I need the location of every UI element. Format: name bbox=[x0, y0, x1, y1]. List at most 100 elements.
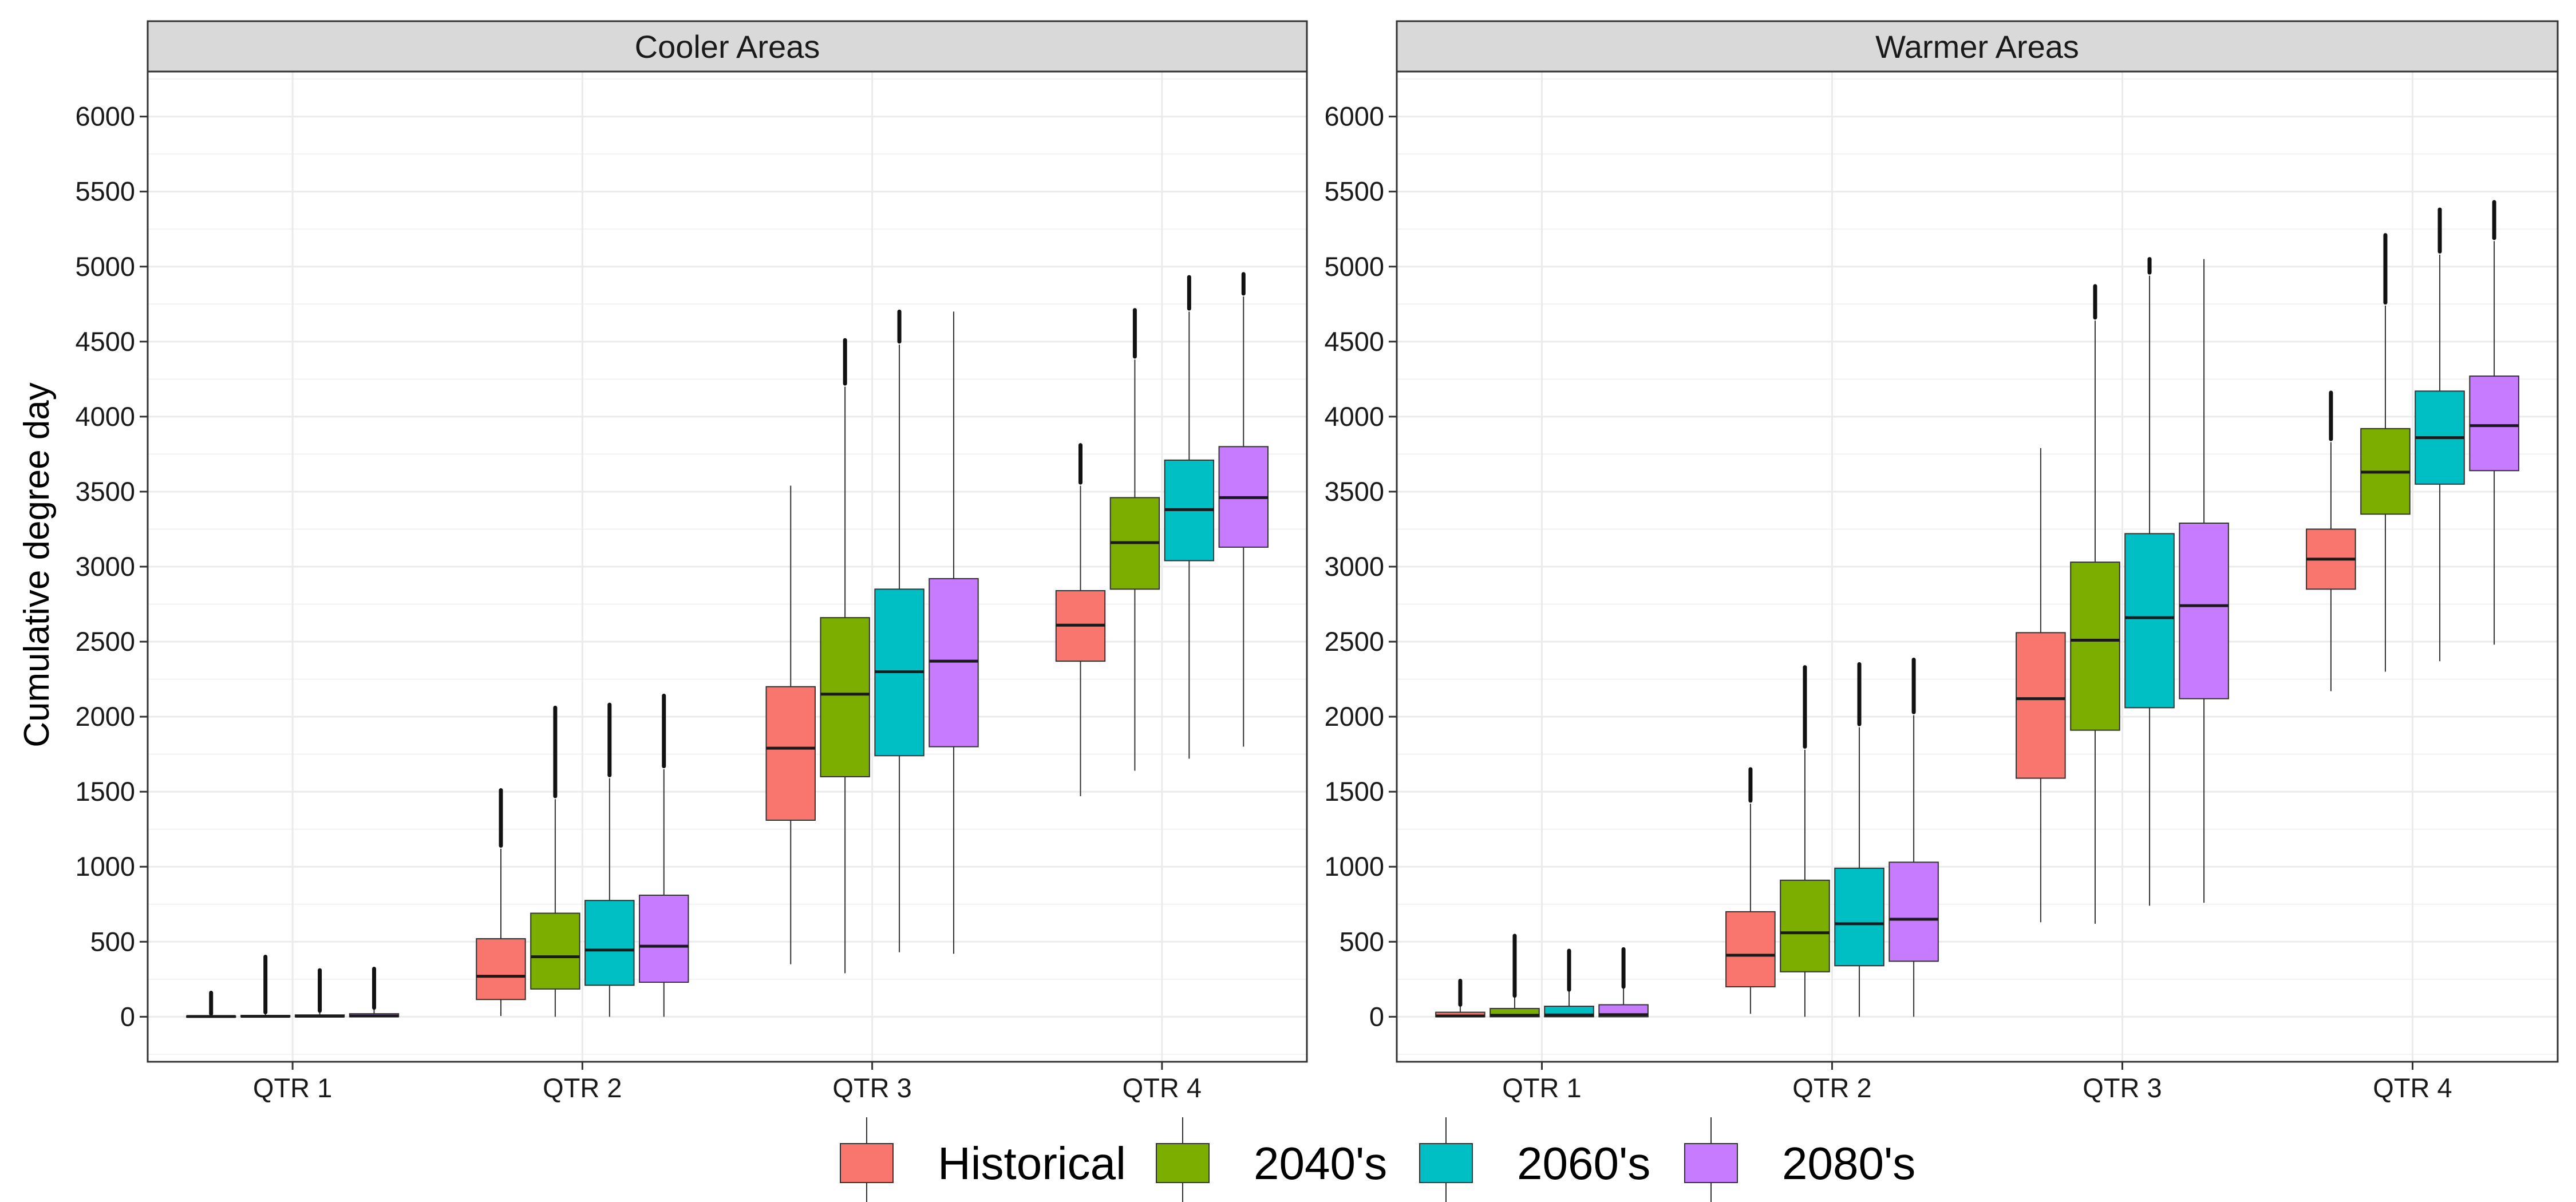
box-qtr-1-historical bbox=[186, 990, 236, 1018]
y-tick-label: 500 bbox=[90, 926, 135, 956]
box-body bbox=[765, 686, 816, 821]
box-qtr-3-historical bbox=[765, 485, 816, 964]
box-qtr-4-historical bbox=[1055, 443, 1106, 797]
y-tick-label: 4000 bbox=[1324, 401, 1384, 432]
box-body bbox=[929, 578, 979, 748]
box-qtr-1-historical bbox=[1435, 978, 1485, 1018]
y-tick-label: 0 bbox=[1369, 1001, 1384, 1031]
box-body bbox=[2179, 522, 2229, 699]
facet-strip bbox=[147, 20, 1308, 73]
panels-layer: Cooler Areas 0 500 1000 1500 2000 2500 3000 3500… bbox=[75, 20, 2559, 1103]
x-tick-label: QTR 3 bbox=[832, 1073, 911, 1103]
y-tick-label: 2500 bbox=[1324, 626, 1384, 657]
box-qtr-1-2080-s bbox=[1598, 947, 1649, 1018]
box-body bbox=[1725, 911, 1776, 987]
y-tick-label: 2000 bbox=[75, 701, 135, 732]
box-qtr-2-2040-s bbox=[1780, 665, 1830, 1017]
box-qtr-2-2040-s bbox=[530, 705, 580, 1017]
legend-item-historical: Historical bbox=[840, 1117, 1126, 1202]
legend-label: Historical bbox=[938, 1138, 1126, 1189]
box-qtr-4-2080-s bbox=[1218, 272, 1269, 747]
box-qtr-2-historical bbox=[476, 788, 526, 1017]
box-qtr-1-2060-s bbox=[1544, 948, 1594, 1018]
x-tick-label: QTR 4 bbox=[1123, 1073, 1202, 1103]
panel-cooler-areas: Cooler Areas 0 500 1000 1500 2000 2500 3000 3500… bbox=[75, 20, 1308, 1103]
box-qtr-1-2080-s bbox=[349, 966, 400, 1018]
box-qtr-2-2060-s bbox=[1834, 662, 1884, 1017]
box-qtr-2-2060-s bbox=[584, 702, 635, 1017]
x-tick-label: QTR 4 bbox=[2373, 1073, 2452, 1103]
legend-key bbox=[840, 1143, 894, 1183]
box-qtr-2-2080-s bbox=[1888, 658, 1939, 1017]
box-qtr-3-2060-s bbox=[2124, 257, 2175, 906]
legend: Historical 2040's 2060's 2080's bbox=[840, 1117, 1915, 1202]
legend-key bbox=[1684, 1143, 1738, 1183]
box-body bbox=[639, 895, 689, 983]
box-qtr-3-2040-s bbox=[820, 338, 870, 974]
box-body bbox=[1780, 879, 1830, 972]
legend-label: 2040's bbox=[1254, 1138, 1387, 1189]
box-qtr-3-2080-s bbox=[2179, 259, 2229, 903]
y-tick-label: 3000 bbox=[75, 551, 135, 582]
y-tick-label: 3000 bbox=[1324, 551, 1384, 582]
y-tick-label: 1500 bbox=[1324, 776, 1384, 806]
y-tick-label: 1500 bbox=[75, 776, 135, 806]
y-tick-label: 4500 bbox=[75, 326, 135, 357]
box-qtr-3-2060-s bbox=[874, 309, 924, 952]
y-tick-label: 3500 bbox=[75, 476, 135, 507]
box-qtr-4-2080-s bbox=[2469, 200, 2519, 645]
x-tick-label: QTR 3 bbox=[2083, 1073, 2162, 1103]
legend-item-2060-s: 2060's bbox=[1419, 1117, 1650, 1202]
box-body bbox=[476, 938, 526, 1001]
box-qtr-3-2080-s bbox=[929, 311, 979, 954]
box-qtr-4-2060-s bbox=[1164, 275, 1215, 759]
legend-item-2080-s: 2080's bbox=[1684, 1117, 1915, 1202]
legend-label: 2080's bbox=[1782, 1138, 1915, 1189]
x-tick-label: QTR 1 bbox=[253, 1073, 332, 1103]
legend-item-2040-s: 2040's bbox=[1156, 1117, 1387, 1202]
box-qtr-3-2040-s bbox=[2070, 284, 2120, 924]
box-body bbox=[530, 912, 580, 990]
y-tick-label: 5500 bbox=[1324, 176, 1384, 207]
box-qtr-2-historical bbox=[1725, 767, 1776, 1014]
box-body bbox=[1888, 861, 1939, 962]
y-tick-label: 4000 bbox=[75, 401, 135, 432]
box-qtr-4-2040-s bbox=[2360, 233, 2411, 672]
box-body bbox=[2469, 375, 2519, 472]
box-qtr-4-2040-s bbox=[1109, 308, 1160, 771]
box-qtr-4-historical bbox=[2306, 390, 2356, 691]
box-body bbox=[2070, 562, 2120, 731]
box-qtr-4-2060-s bbox=[2415, 207, 2465, 662]
panel-warmer-areas: Warmer Areas 0 500 1000 1500 2000 2500 3000 3500… bbox=[1324, 20, 2559, 1103]
legend-key bbox=[1156, 1143, 1210, 1183]
box-body bbox=[584, 900, 635, 986]
facet-strip bbox=[1396, 20, 2559, 73]
y-tick-label: 3500 bbox=[1324, 476, 1384, 507]
box-body bbox=[2016, 632, 2066, 779]
box-qtr-1-2060-s bbox=[294, 968, 345, 1018]
legend-label: 2060's bbox=[1517, 1138, 1650, 1189]
y-axis-label: Cumulative degree day bbox=[17, 382, 57, 748]
box-qtr-1-2040-s bbox=[240, 955, 291, 1018]
x-tick-label: QTR 2 bbox=[543, 1073, 622, 1103]
box-body bbox=[1834, 867, 1884, 967]
y-tick-label: 2000 bbox=[1324, 701, 1384, 732]
legend-key bbox=[1419, 1143, 1473, 1183]
y-tick-label: 4500 bbox=[1324, 326, 1384, 357]
y-tick-label: 1000 bbox=[75, 851, 135, 881]
box-qtr-2-2080-s bbox=[639, 693, 689, 1017]
box-qtr-1-2040-s bbox=[1490, 934, 1540, 1018]
x-tick-label: QTR 1 bbox=[1502, 1073, 1581, 1103]
y-tick-label: 5500 bbox=[75, 176, 135, 207]
y-tick-label: 1000 bbox=[1324, 851, 1384, 881]
y-tick-label: 5000 bbox=[75, 251, 135, 282]
box-qtr-3-historical bbox=[2016, 448, 2066, 923]
facet-title: Warmer Areas bbox=[1875, 29, 2079, 65]
box-body bbox=[820, 617, 870, 777]
x-tick-label: QTR 2 bbox=[1792, 1073, 1871, 1103]
box-body bbox=[2124, 533, 2175, 709]
y-tick-label: 6000 bbox=[75, 101, 135, 132]
y-tick-label: 0 bbox=[120, 1001, 135, 1031]
y-tick-label: 2500 bbox=[75, 626, 135, 657]
